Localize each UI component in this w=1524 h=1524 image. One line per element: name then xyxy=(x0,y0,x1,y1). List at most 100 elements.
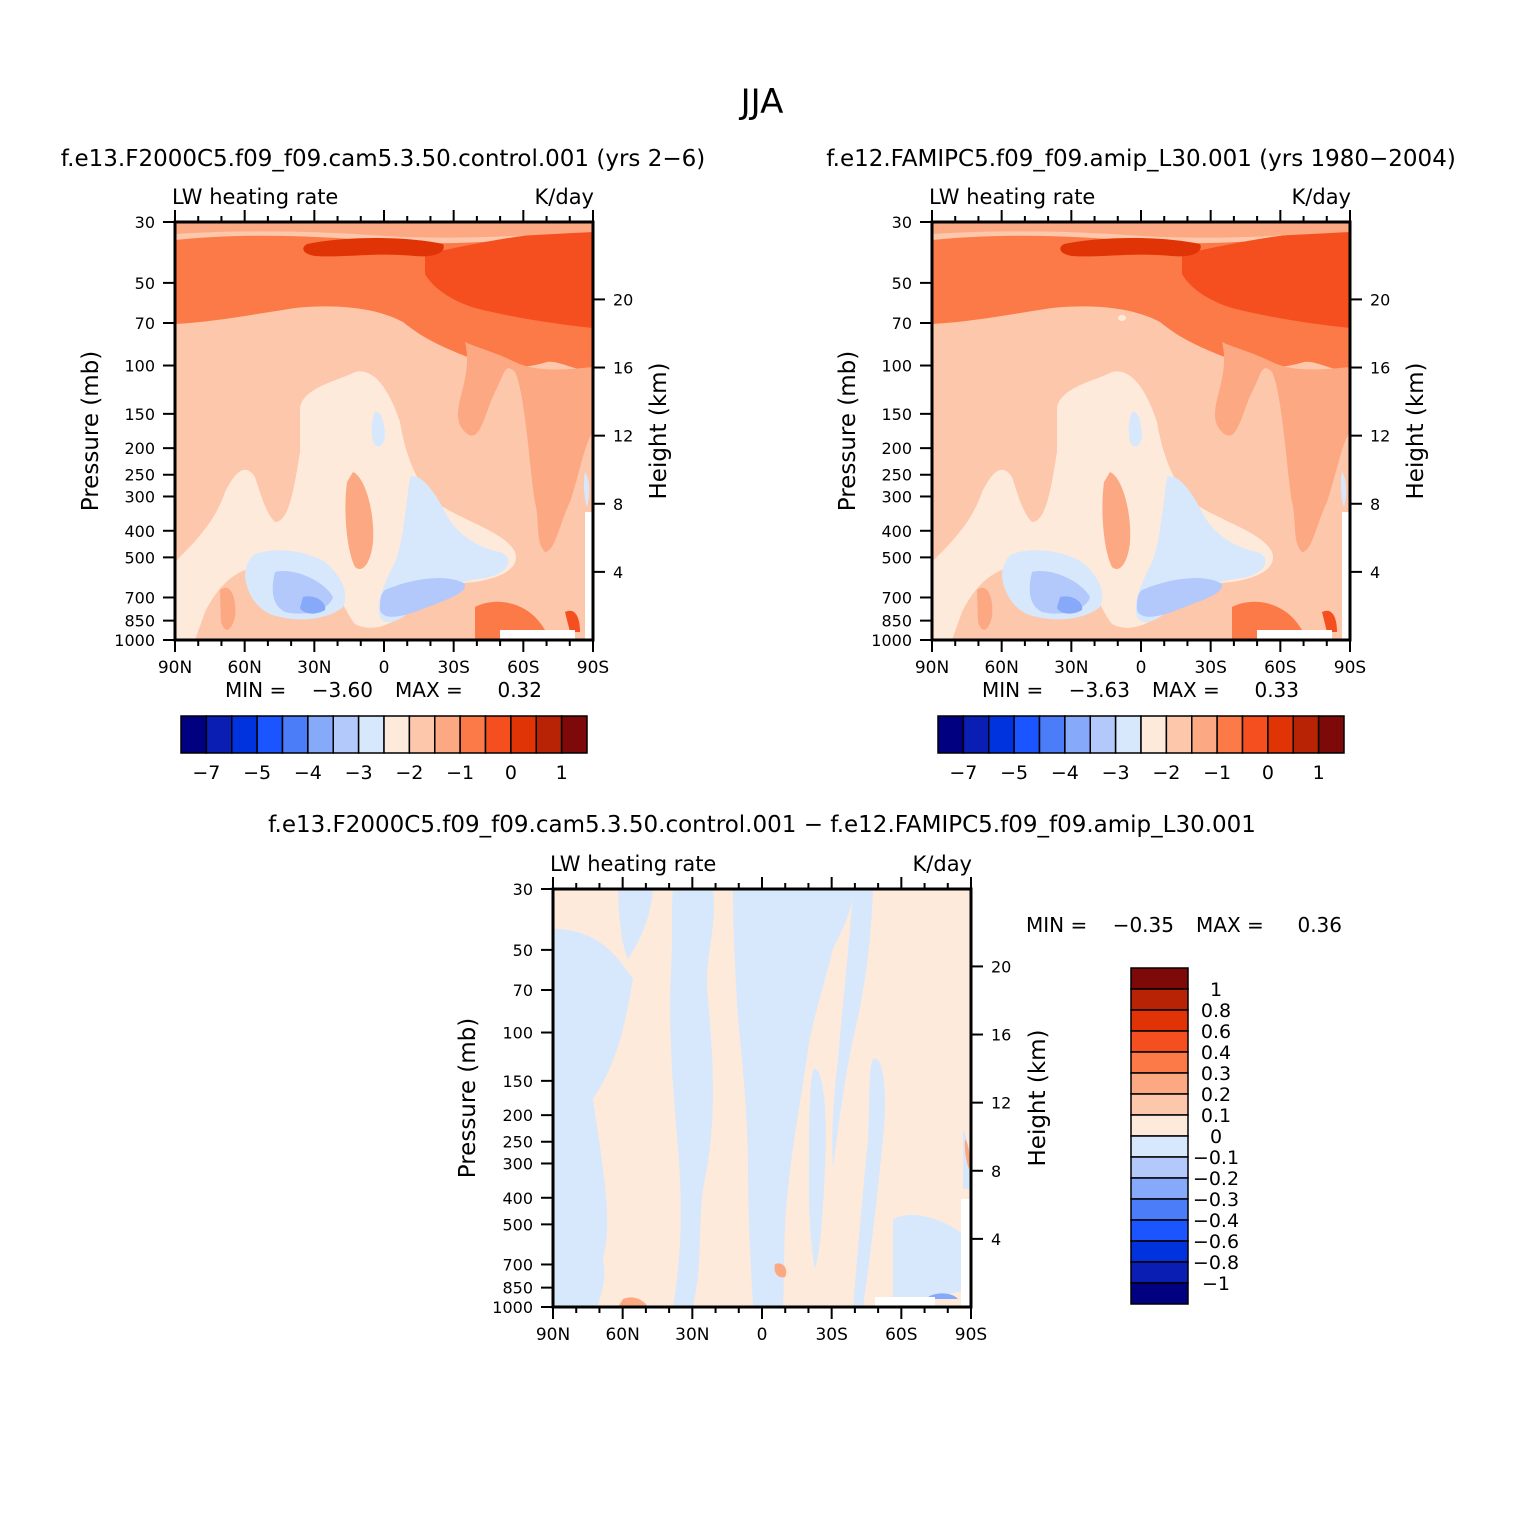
pressure-tick-label: 300 xyxy=(881,487,912,506)
pressure-tick-label: 50 xyxy=(513,941,533,960)
colorbar-label: −0.1 xyxy=(1193,1147,1239,1169)
page-title: JJA xyxy=(739,82,784,122)
colorbar-swatch xyxy=(1013,715,1041,754)
panel-2-max-value: 0.33 xyxy=(1254,678,1299,702)
colorbar-label: −1 xyxy=(1202,1273,1230,1295)
pressure-tick-label: 850 xyxy=(124,612,155,631)
colorbar-swatch xyxy=(484,715,512,754)
height-tick-label: 12 xyxy=(613,427,633,446)
pressure-tick-label: 700 xyxy=(124,588,155,607)
colorbar-swatch xyxy=(962,715,990,754)
pressure-tick-label: 150 xyxy=(502,1072,533,1091)
panel-1: f.e13.F2000C5.f09_f09.cam5.3.50.control.… xyxy=(61,146,705,784)
lat-tick-label: 60S xyxy=(507,658,539,678)
panel-3-min-value: −0.35 xyxy=(1113,913,1174,937)
pressure-tick-label: 1000 xyxy=(492,1298,533,1317)
pressure-tick-label: 250 xyxy=(124,466,155,485)
colorbar-swatch xyxy=(1267,715,1294,754)
panel-2-min-label: MIN = xyxy=(982,678,1043,702)
pressure-tick-label: 700 xyxy=(502,1255,533,1274)
lat-tick-label: 30N xyxy=(1054,658,1088,678)
colorbar-label: −5 xyxy=(243,762,271,784)
pressure-tick-label: 400 xyxy=(502,1189,533,1208)
colorbar-label: 0.4 xyxy=(1201,1042,1231,1064)
colorbar-label: −0.4 xyxy=(1193,1210,1239,1232)
colorbar-swatch xyxy=(180,715,208,754)
pressure-tick-label: 30 xyxy=(892,213,912,232)
lat-tick-label: 30N xyxy=(297,658,331,678)
pressure-tick-label: 70 xyxy=(892,314,912,333)
colorbar-swatch xyxy=(1130,1261,1189,1284)
pressure-tick-label: 30 xyxy=(513,880,533,899)
colorbar-label: 0.6 xyxy=(1201,1021,1231,1043)
panel-3-min-label: MIN = xyxy=(1026,913,1087,937)
colorbar-swatch xyxy=(1130,1009,1189,1032)
panel-2-title: f.e12.FAMIPC5.f09_f09.amip_L30.001 (yrs … xyxy=(826,146,1456,172)
pressure-tick-label: 700 xyxy=(881,588,912,607)
panel-3-field xyxy=(553,889,971,1307)
colorbar-swatch xyxy=(1317,715,1345,754)
colorbar-label: 0 xyxy=(505,762,517,784)
colorbar-label: −0.2 xyxy=(1193,1168,1239,1190)
pressure-tick-label: 850 xyxy=(502,1279,533,1298)
colorbar-swatch xyxy=(1165,715,1193,754)
colorbar-swatch xyxy=(1140,715,1168,754)
colorbar-swatch xyxy=(1130,1240,1189,1263)
colorbar-label: −0.8 xyxy=(1193,1252,1239,1274)
panel-3-y2label: Height (km) xyxy=(1025,1029,1051,1166)
pressure-tick-label: 1000 xyxy=(114,631,155,650)
panel-1-left-label: LW heating rate xyxy=(172,185,338,209)
panel-1-min-label: MIN = xyxy=(225,678,286,702)
colorbar-label: −3 xyxy=(1102,762,1130,784)
height-tick-label: 16 xyxy=(991,1026,1011,1045)
colorbar-label: −2 xyxy=(395,762,423,784)
pressure-tick-label: 250 xyxy=(881,466,912,485)
colorbar-swatch xyxy=(1130,1072,1189,1095)
colorbar-swatch xyxy=(1038,715,1066,754)
panel-1-title: f.e13.F2000C5.f09_f09.cam5.3.50.control.… xyxy=(61,146,705,172)
colorbar-label: 1 xyxy=(1210,979,1222,1001)
lat-tick-label: 30S xyxy=(1194,658,1226,678)
colorbar-swatch xyxy=(357,715,385,754)
colorbar-swatch xyxy=(1089,715,1117,754)
height-tick-label: 16 xyxy=(613,359,633,378)
height-tick-label: 4 xyxy=(1370,563,1380,582)
colorbar-label: −0.3 xyxy=(1193,1189,1239,1211)
colorbar-label: −2 xyxy=(1152,762,1180,784)
lat-tick-label: 90S xyxy=(1334,658,1366,678)
panel-3-title: f.e13.F2000C5.f09_f09.cam5.3.50.control.… xyxy=(268,812,1256,838)
colorbar-swatch xyxy=(1130,1093,1189,1116)
height-tick-label: 4 xyxy=(991,1230,1001,1249)
panel-3-right-label: K/day xyxy=(913,852,972,876)
colorbar-label: 0.8 xyxy=(1201,1000,1231,1022)
colorbar-label: −4 xyxy=(294,762,322,784)
colorbar-swatch xyxy=(231,715,258,754)
pressure-tick-label: 500 xyxy=(124,548,155,567)
pressure-tick-label: 150 xyxy=(124,405,155,424)
colorbar-label: −1 xyxy=(446,762,474,784)
colorbar-label: 0 xyxy=(1210,1126,1222,1148)
height-tick-label: 4 xyxy=(613,563,623,582)
colorbar-swatch xyxy=(1130,1135,1189,1158)
panel-2: f.e12.FAMIPC5.f09_f09.amip_L30.001 (yrs … xyxy=(826,146,1456,784)
height-tick-label: 20 xyxy=(1370,290,1390,309)
pressure-tick-label: 100 xyxy=(502,1024,533,1043)
panel-2-left-label: LW heating rate xyxy=(929,185,1095,209)
lat-tick-label: 30S xyxy=(437,658,469,678)
colorbar-swatch xyxy=(459,715,487,754)
colorbar-swatch xyxy=(937,715,965,754)
panel-1-max-value: 0.32 xyxy=(497,678,542,702)
colorbar-swatch xyxy=(434,715,461,754)
lat-tick-label: 30S xyxy=(815,1325,847,1345)
pressure-tick-label: 400 xyxy=(881,522,912,541)
panel-1-ylabel: Pressure (mb) xyxy=(78,351,104,511)
colorbar-label: −4 xyxy=(1051,762,1079,784)
colorbar-swatch xyxy=(560,715,588,754)
lat-tick-label: 60N xyxy=(984,658,1018,678)
colorbar-label: 0 xyxy=(1262,762,1274,784)
colorbar-swatch xyxy=(383,715,411,754)
pressure-tick-label: 400 xyxy=(124,522,155,541)
lat-tick-label: 0 xyxy=(1136,658,1147,678)
colorbar-swatch xyxy=(510,715,537,754)
